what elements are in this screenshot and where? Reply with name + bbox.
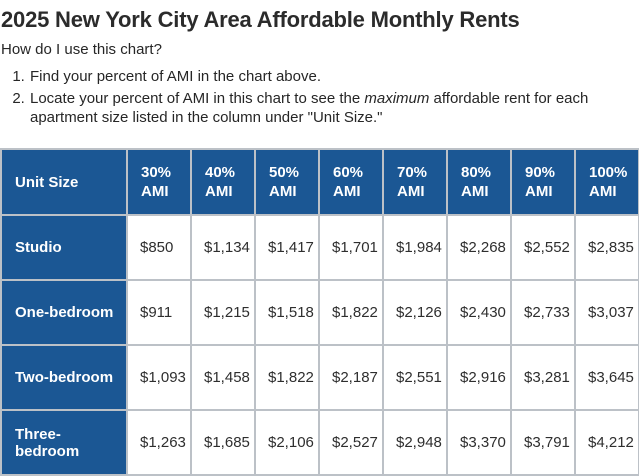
- rent-cell: $1,458: [190, 344, 256, 411]
- column-header-30-ami: 30% AMI: [126, 148, 192, 216]
- rent-cell: $1,263: [126, 409, 192, 476]
- usage-question: How do I use this chart?: [1, 41, 162, 58]
- step-2-italic-word: maximum: [364, 90, 430, 107]
- column-header-unit-size: Unit Size: [0, 148, 128, 216]
- step-2-text-pre: Locate your percent of AMI in this chart…: [30, 90, 365, 107]
- rent-cell: $2,106: [254, 409, 320, 476]
- rent-cell: $1,215: [190, 279, 256, 346]
- column-header-70-ami: 70% AMI: [382, 148, 448, 216]
- rent-cell: $850: [126, 214, 192, 281]
- column-header-40-ami: 40% AMI: [190, 148, 256, 216]
- rent-cell: $2,733: [510, 279, 576, 346]
- rent-cell: $3,037: [574, 279, 639, 346]
- rent-cell: $1,822: [254, 344, 320, 411]
- step-1-text: Find your percent of AMI in the chart ab…: [30, 68, 321, 85]
- rent-cell: $1,984: [382, 214, 448, 281]
- rent-cell: $1,685: [190, 409, 256, 476]
- rent-cell: $2,552: [510, 214, 576, 281]
- rent-cell: $1,822: [318, 279, 384, 346]
- table-row-two-bedroom: Two-bedroom $1,093 $1,458 $1,822 $2,187 …: [0, 344, 639, 411]
- rent-cell: $2,430: [446, 279, 512, 346]
- instruction-step-1: Find your percent of AMI in the chart ab…: [29, 67, 639, 86]
- rent-cell: $2,187: [318, 344, 384, 411]
- row-header-three-bedroom: Three-bedroom: [0, 409, 128, 476]
- rent-cell: $2,126: [382, 279, 448, 346]
- table-row-three-bedroom: Three-bedroom $1,263 $1,685 $2,106 $2,52…: [0, 409, 639, 476]
- rent-cell: $4,212: [574, 409, 639, 476]
- rent-cell: $1,093: [126, 344, 192, 411]
- instructions-list: Find your percent of AMI in the chart ab…: [0, 67, 639, 127]
- instruction-step-2: Locate your percent of AMI in this chart…: [29, 89, 639, 127]
- affordable-rents-table: Unit Size 30% AMI 40% AMI 50% AMI 60% AMI 70…: [0, 148, 639, 476]
- rent-cell: $3,370: [446, 409, 512, 476]
- rent-cell: $3,281: [510, 344, 576, 411]
- column-header-100-ami: 100% AMI: [574, 148, 639, 216]
- rent-cell: $1,417: [254, 214, 320, 281]
- rent-cell: $2,268: [446, 214, 512, 281]
- column-header-90-ami: 90% AMI: [510, 148, 576, 216]
- rent-cell: $1,701: [318, 214, 384, 281]
- column-header-60-ami: 60% AMI: [318, 148, 384, 216]
- rent-cell: $1,134: [190, 214, 256, 281]
- rent-cell: $2,835: [574, 214, 639, 281]
- page-title: 2025 New York City Area Affordable Month…: [1, 7, 520, 32]
- table-row-one-bedroom: One-bedroom $911 $1,215 $1,518 $1,822 $2…: [0, 279, 639, 346]
- row-header-one-bedroom: One-bedroom: [0, 279, 128, 346]
- step-2-text-post: affordable rent for each apartment size …: [30, 90, 589, 126]
- row-header-two-bedroom: Two-bedroom: [0, 344, 128, 411]
- column-header-80-ami: 80% AMI: [446, 148, 512, 216]
- row-header-studio: Studio: [0, 214, 128, 281]
- rent-cell: $3,645: [574, 344, 639, 411]
- rent-cell: $2,948: [382, 409, 448, 476]
- rent-cell: $911: [126, 279, 192, 346]
- rent-cell: $2,551: [382, 344, 448, 411]
- rent-cell: $1,518: [254, 279, 320, 346]
- rent-cell: $2,527: [318, 409, 384, 476]
- column-header-50-ami: 50% AMI: [254, 148, 320, 216]
- rent-cell: $2,916: [446, 344, 512, 411]
- rent-cell: $3,791: [510, 409, 576, 476]
- table-header-row: Unit Size 30% AMI 40% AMI 50% AMI 60% AMI 70…: [0, 148, 639, 216]
- table-row-studio: Studio $850 $1,134 $1,417 $1,701 $1,984 …: [0, 214, 639, 281]
